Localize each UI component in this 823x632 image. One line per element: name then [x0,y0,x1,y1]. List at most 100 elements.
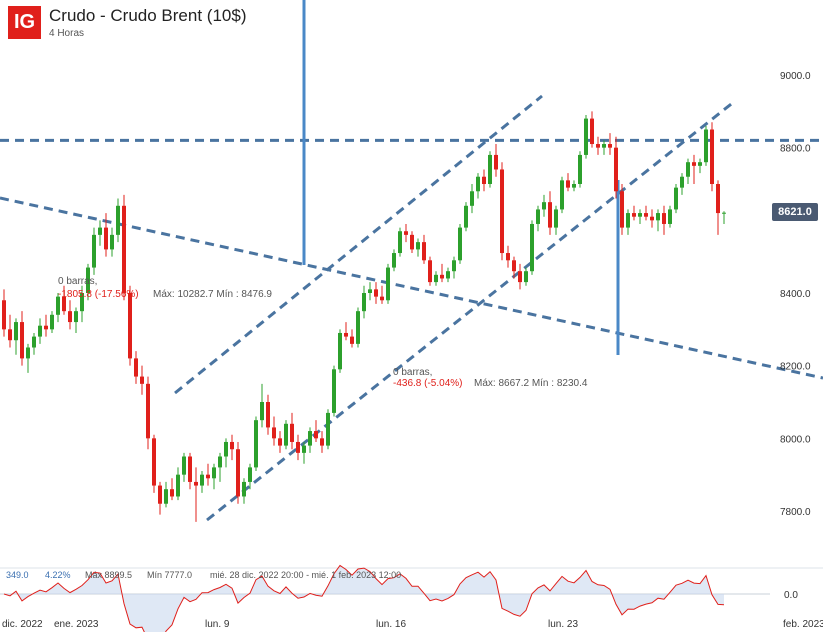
candle-body [224,441,228,457]
y-tick-label: 8200.0 [780,362,811,373]
candle-body [356,311,360,344]
candle-body [8,329,12,341]
candle-body [668,209,672,224]
candle-body [2,300,6,330]
candle-body [206,474,210,479]
candle-body [602,144,606,148]
candle-body [452,260,456,272]
candle-body [512,260,516,272]
candle-body [290,423,294,442]
descending-trendline [0,196,823,380]
y-tick-label: 8000.0 [780,434,811,445]
candles-layer [2,111,726,522]
candle-body [644,213,648,217]
candle-body [236,449,240,497]
candle-body [590,118,594,145]
candle-body [74,311,78,323]
candle-body [674,187,678,210]
candle-body [212,467,216,479]
candle-body [38,325,42,337]
stats-change-value: 349.0 [6,570,29,580]
candle-body [578,154,582,184]
candle-body [62,296,66,312]
candle-body [194,481,198,486]
x-tick-label: feb. 2023 [783,619,823,630]
candle-body [104,227,108,250]
channel-upper-line [174,94,543,395]
candle-body [464,205,468,228]
candle-body [272,427,276,439]
measure-change-label: -1805.8 (-17.56%) [58,289,139,300]
timeframe-label[interactable]: 4 Horas [49,28,85,39]
candle-body [86,267,90,293]
candle-body [434,274,438,283]
candle-body [614,147,618,192]
channel-lower-line [206,99,736,522]
candle-body [470,191,474,206]
candle-body [680,176,684,188]
candle-body [566,180,570,188]
instrument-title[interactable]: Crudo - Crudo Brent (10$) [49,6,247,25]
oscillator-panel [0,564,823,632]
candle-body [476,176,480,192]
x-tick-label: lun. 23 [548,619,578,630]
x-tick-label: lun. 9 [205,619,230,630]
candle-body [374,289,378,297]
candle-body [428,260,432,283]
candle-body [362,293,366,312]
candle-body [716,184,720,214]
y-tick-label: 7800.0 [780,507,811,518]
candle-body [554,209,558,228]
candle-body [92,234,96,268]
measure-bars-label: 0 barras, [58,276,97,287]
candle-body [56,296,60,315]
candle-body [128,293,132,359]
stats-min: Mín 7777.0 [147,570,192,580]
candle-body [608,144,612,148]
candle-body [164,489,168,504]
candle-body [398,231,402,254]
candle-body [230,441,234,450]
candle-body [344,332,348,337]
y-tick-label: 9000.0 [780,71,811,82]
candle-body [278,438,282,446]
x-tick-label: lun. 16 [376,619,406,630]
candle-body [710,129,714,184]
measure-change-label: -436.8 (-5.04%) [393,378,462,389]
candle-body [530,223,534,272]
candle-body [380,296,384,301]
candle-body [650,216,654,221]
stats-max: Máx 8899.5 [85,570,132,580]
candle-body [692,162,696,166]
candle-body [260,402,264,421]
candle-body [314,431,318,439]
candle-body [182,456,186,475]
measure-annotation-1: 0 barras, -1805.8 (-17.56%) Máx: 10282.7… [58,276,272,300]
candle-body [350,336,354,344]
candle-body [506,253,510,261]
candle-body [116,205,120,235]
candle-body [254,420,258,468]
candle-body [422,242,426,261]
candle-body [686,162,690,177]
candle-body [638,213,642,217]
candle-body [722,212,726,214]
candle-body [488,154,492,184]
x-axis: dic. 2022 ene. 2023 lun. 9 lun. 16 lun. 23 fe… [2,619,823,630]
candle-body [68,311,72,323]
y-tick-label: 8400.0 [780,289,811,300]
measure-range-label: Máx: 10282.7 Mín : 8476.9 [153,289,272,300]
drawing-tools-layer[interactable] [0,0,823,522]
candle-body [560,180,564,210]
candle-body [632,213,636,217]
candle-body [134,358,138,377]
candle-body [296,441,300,453]
y-axis: 9000.0 8800.0 8400.0 8200.0 8000.0 7800.0 [780,71,811,518]
candle-body [386,267,390,301]
candle-body [518,271,522,283]
candle-body [188,456,192,482]
candle-body [176,474,180,497]
chart-header: IG Crudo - Crudo Brent (10$) 4 Horas [8,6,246,39]
candle-body [146,383,150,439]
